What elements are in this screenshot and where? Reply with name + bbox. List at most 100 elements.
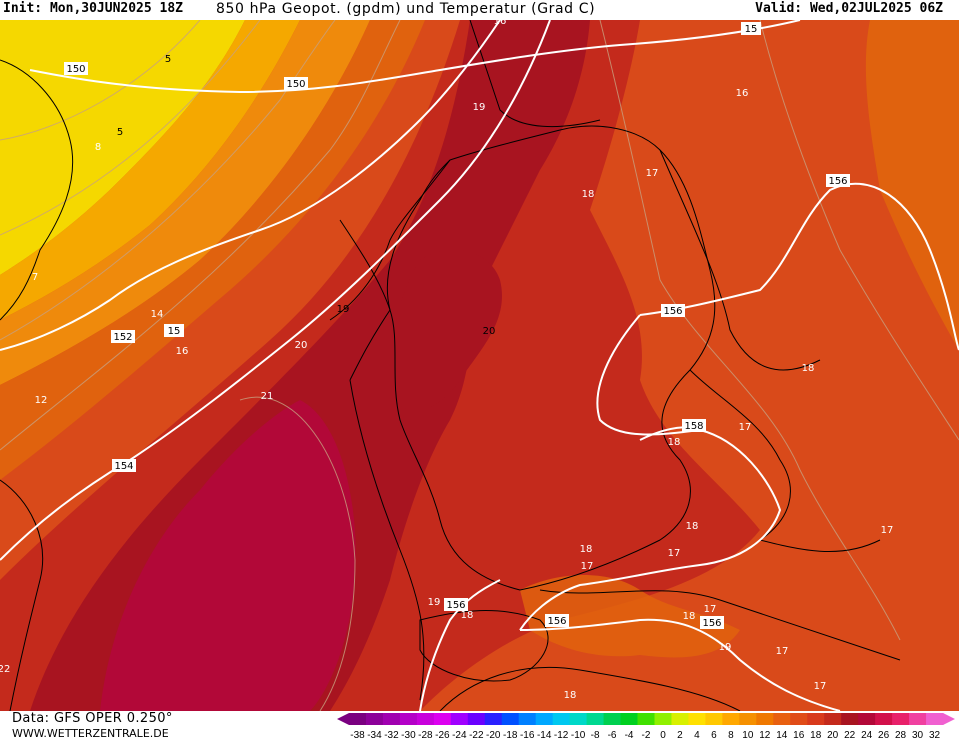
isotherm-lines [0, 20, 959, 711]
legend-tick-label: -18 [503, 730, 518, 741]
border-uk-coast [0, 59, 74, 321]
legend-tick-label: 10 [742, 730, 754, 741]
legend-tick-label: -16 [520, 730, 535, 741]
geopot-label: 156 [826, 174, 850, 187]
temp-label: 17 [814, 681, 827, 692]
border-italy [439, 666, 741, 711]
legend-tick-label: 0 [660, 730, 666, 741]
legend-tick-label: -22 [469, 730, 484, 741]
svg-text:15: 15 [168, 326, 181, 337]
isotherm-17 [599, 20, 901, 641]
temp-label: 18 [686, 521, 699, 532]
border-poland [659, 149, 821, 371]
legend-tick-label: 16 [793, 730, 805, 741]
temp-label: 22 [0, 664, 10, 675]
legend-swatch [433, 713, 452, 725]
legend-swatch [756, 713, 774, 725]
border-austria [539, 589, 901, 661]
isotherm-8 [0, 20, 261, 236]
legend-swatch [552, 713, 571, 725]
legend-arrow-left [337, 713, 349, 725]
border-benelux [339, 219, 391, 381]
geopot-156-south [519, 618, 841, 711]
legend-tick-labels: -38 -34 -32 -30 -28 -26 -24 -22 -20 -18 -16 -14 -12-… [350, 730, 940, 741]
legend-tick-label: 32 [929, 730, 941, 741]
temp-label: 21 [261, 391, 274, 402]
legend-tick-label: 4 [694, 730, 700, 741]
isotherm-10 [0, 20, 336, 341]
legend-tick-label: -20 [486, 730, 501, 741]
svg-text:150: 150 [286, 79, 305, 90]
legend-swatch [773, 713, 791, 725]
temp-label: 19 [719, 642, 732, 653]
geopot-label: 156 [545, 614, 569, 627]
legend-swatch [892, 713, 910, 725]
isotherm-6 [0, 20, 201, 141]
temp-label: 18 [461, 610, 474, 621]
legend-swatch [501, 713, 520, 725]
temp-label: 19 [428, 597, 441, 608]
legend-swatch [603, 713, 622, 725]
legend-swatch [705, 713, 723, 725]
geopot-label: 156 [444, 598, 468, 611]
legend-swatch [926, 713, 944, 725]
legend-tick-label: -38 [350, 730, 365, 741]
temp-label: 20 [295, 340, 308, 351]
svg-text:156: 156 [828, 176, 847, 187]
border-czech [689, 369, 791, 541]
border-coast-west [329, 159, 451, 321]
legend-tick-label: -6 [608, 730, 617, 741]
legend-swatches [337, 713, 955, 725]
isotherm-14 [0, 20, 401, 451]
temp-label: 5 [165, 54, 171, 65]
legend-swatch [807, 713, 825, 725]
legend-swatch [620, 713, 639, 725]
svg-text:156: 156 [547, 616, 566, 627]
temp-label: 20 [483, 326, 496, 337]
geopot-label: 150 [284, 77, 308, 90]
legend-swatch [858, 713, 876, 725]
legend-tick-label: 20 [827, 730, 839, 741]
legend-tick-label: -24 [452, 730, 467, 741]
temp-label: 16 [494, 20, 507, 27]
temp-label: 18 [683, 611, 696, 622]
border-switzerland [419, 610, 549, 682]
init-time-label: Init: Mon,30JUN2025 18Z [3, 1, 184, 16]
temp-label: 16 [176, 346, 189, 357]
geopot-156-mid [519, 314, 782, 631]
legend-tick-label: 28 [895, 730, 907, 741]
temp-label: 18 [582, 189, 595, 200]
legend-swatch [586, 713, 605, 725]
geopot-156-west [419, 579, 501, 711]
legend-tick-label: -34 [367, 730, 382, 741]
legend-swatch [382, 713, 401, 725]
geopot-label: 152 [111, 330, 135, 343]
svg-text:150: 150 [66, 64, 85, 75]
isotherm-17b [759, 20, 959, 441]
valid-time-label: Valid: Wed,02JUL2025 06Z [755, 1, 943, 16]
band-dark-red-island [391, 249, 502, 411]
legend-swatch [688, 713, 706, 725]
country-borders [0, 20, 901, 711]
temp-label: 17 [581, 561, 594, 572]
legend-swatch [722, 713, 740, 725]
geopot-label: 15 [164, 324, 184, 337]
legend-swatch [739, 713, 757, 725]
border-france-coast [0, 479, 44, 711]
legend-swatch [654, 713, 672, 725]
legend-swatch [824, 713, 842, 725]
legend-swatch [790, 713, 808, 725]
legend-swatch [399, 713, 418, 725]
legend-tick-label: -32 [384, 730, 399, 741]
legend-tick-label: -4 [625, 730, 634, 741]
temp-label: 18 [802, 363, 815, 374]
legend-swatch [416, 713, 435, 725]
chart-title: 850 hPa Geopot. (gpdm) und Temperatur (G… [216, 1, 596, 17]
temp-label: 12 [35, 395, 48, 406]
legend-swatch [450, 713, 469, 725]
legend-tick-label: -12 [554, 730, 569, 741]
temp-label: 17 [739, 422, 752, 433]
legend-tick-label: -30 [401, 730, 416, 741]
geopotential-contours [0, 20, 959, 711]
svg-text:152: 152 [113, 332, 132, 343]
